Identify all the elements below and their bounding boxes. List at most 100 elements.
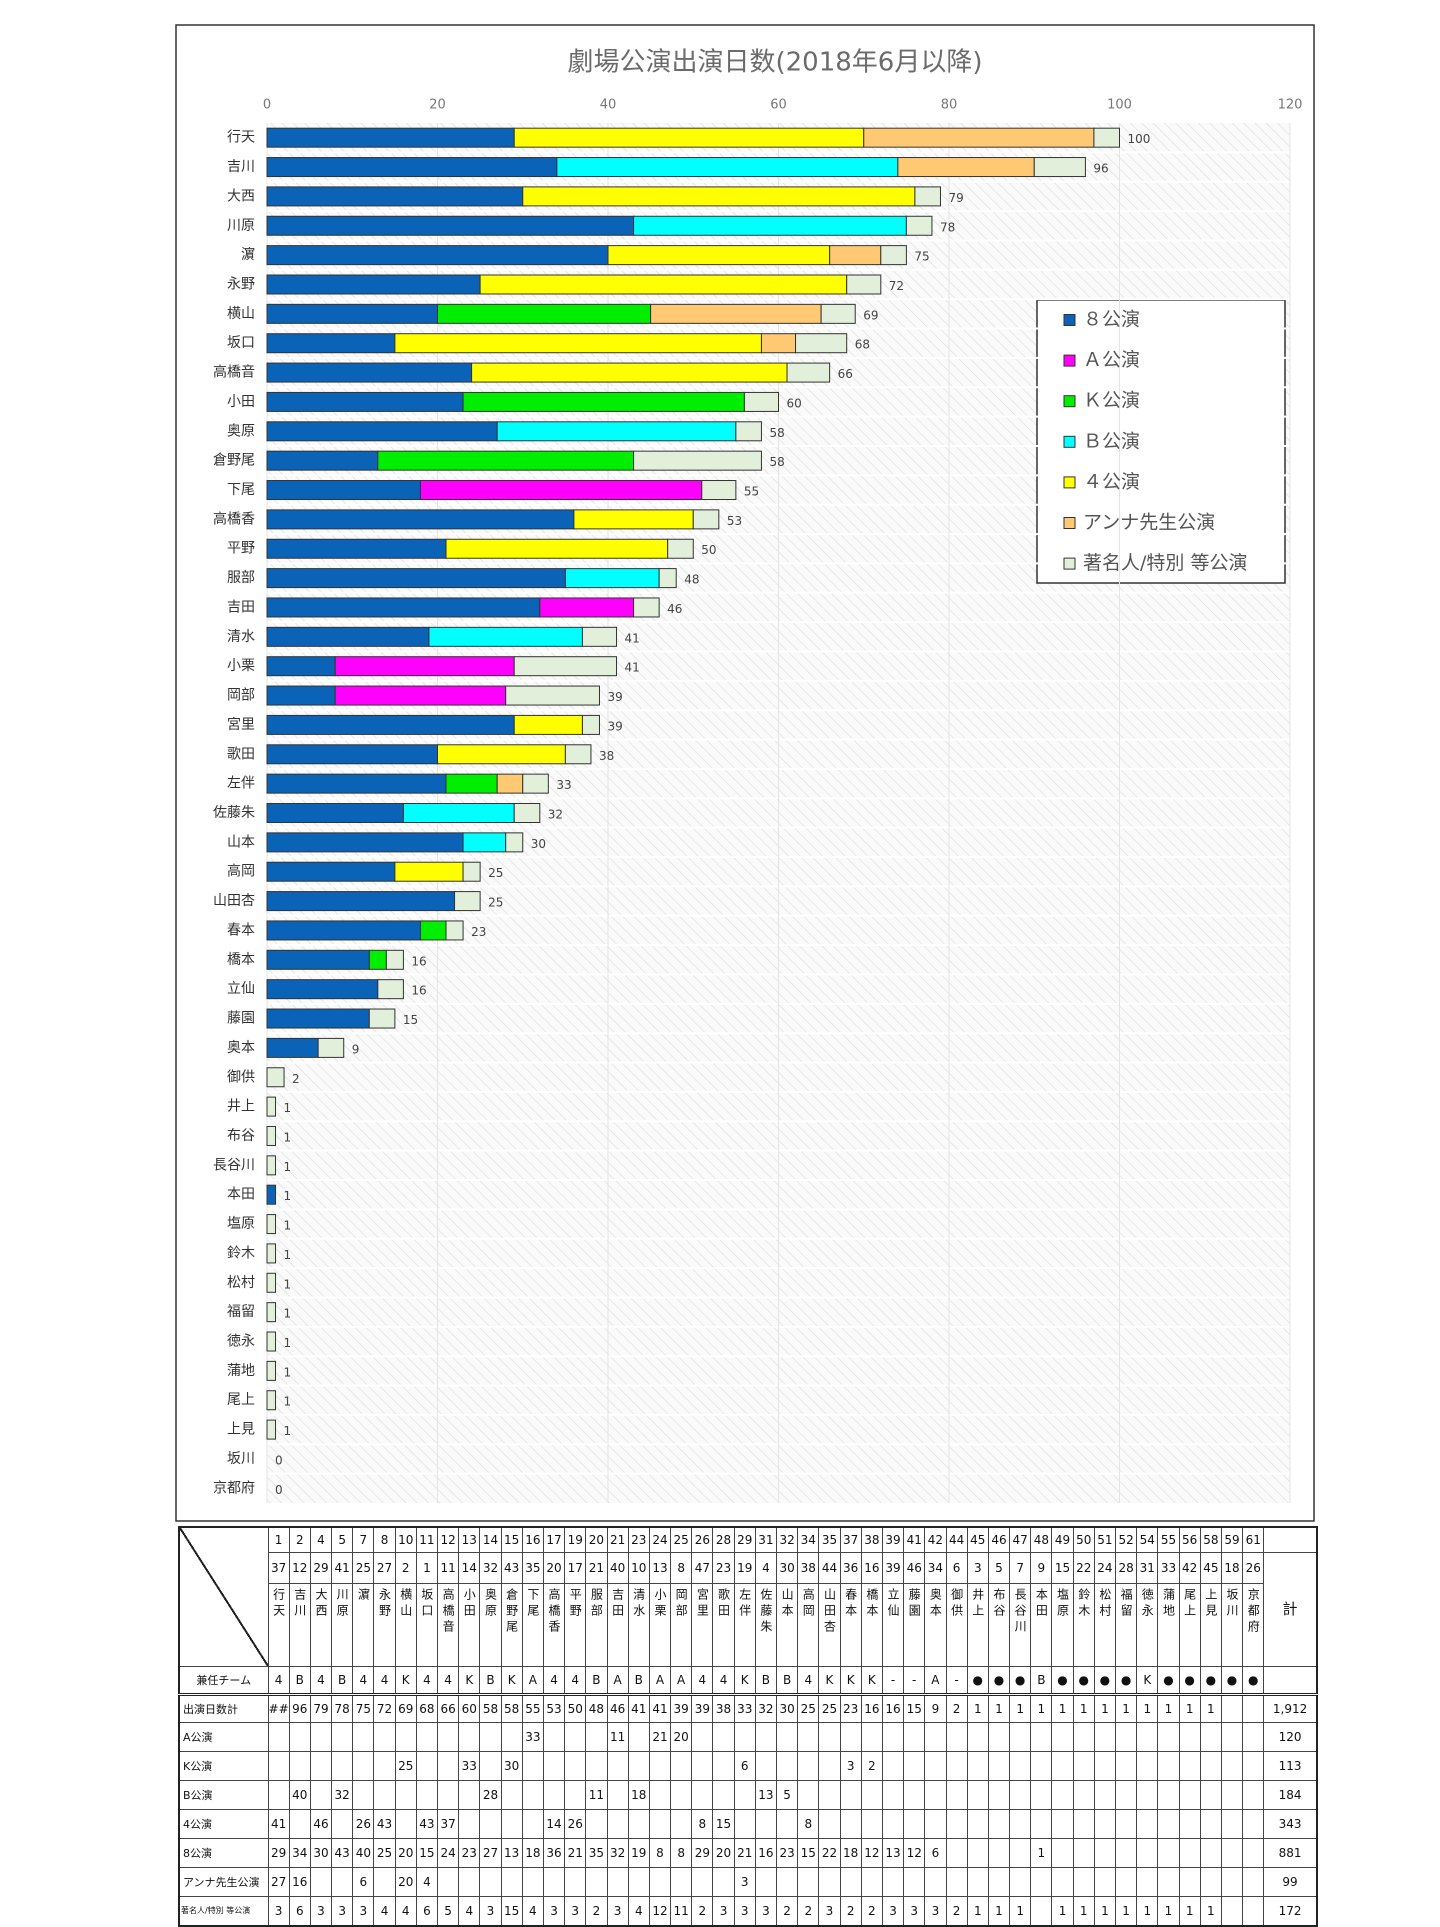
bar-segment [454,891,481,912]
number-cell: 61 [1242,1526,1265,1553]
value-label: 69 [863,308,878,322]
value-cell [1157,1722,1180,1752]
value-cell: 53 [542,1693,566,1723]
value-cell [1136,1838,1159,1868]
bar-segment [513,714,583,735]
number-cell: 19 [733,1552,756,1584]
team-cell: B [754,1666,778,1695]
value-cell [415,1780,439,1810]
bar-segment [266,509,575,530]
legend-label: ８公演 [1083,309,1140,331]
value-cell [945,1809,968,1839]
bar-segment [394,861,464,882]
value-cell: 3 [352,1896,375,1927]
bar-segment [633,215,907,236]
value-cell: 2 [775,1896,799,1927]
number-cell: 24 [1093,1552,1117,1584]
team-cell: ● [1157,1666,1180,1695]
value-cell [458,1722,481,1752]
value-cell [1136,1780,1159,1810]
value-cell [373,1751,396,1781]
value-cell [1178,1867,1201,1897]
value-cell [606,1809,629,1839]
number-cell: 47 [1009,1526,1032,1553]
number-cell: 46 [903,1552,926,1584]
value-cell: 8 [670,1838,693,1868]
bar-segment [539,597,635,618]
y-tick-label: 清水 [227,629,255,645]
team-cell: 4 [352,1666,375,1695]
value-cell [1220,1896,1244,1927]
value-cell [1093,1867,1117,1897]
y-tick-label: 長谷川 [213,1157,255,1173]
legend-label: 著名人/特別 等公演 [1083,552,1247,574]
value-cell [415,1722,439,1752]
number-cell: 2 [394,1552,417,1584]
data-row: 著名人/特別 等公演 3 6 3 3 3 4 4 6 5 4 3 15 4 3 3 2 3 4 12 11 2 3 3 3 2 2 3… [178,1896,1318,1927]
value-cell [585,1722,608,1752]
team-cell: - [945,1666,968,1695]
number-cell: 6 [945,1552,968,1584]
value-cell: 3 [606,1896,629,1927]
bar-segment [266,714,515,735]
bar-segment [266,1390,277,1411]
value-label: 66 [838,367,853,381]
y-tick-label: 濵 [241,247,255,263]
number-cell: 56 [1178,1526,1201,1553]
number-cell: 4 [309,1526,333,1553]
value-label: 46 [667,602,682,616]
value-cell [1009,1809,1032,1839]
value-cell [1072,1722,1095,1752]
value-label: 1 [284,1130,292,1144]
bar-segment [266,597,541,618]
value-cell: 1 [987,1896,1011,1927]
value-cell: 39 [691,1693,714,1723]
name-cell: 布谷 [987,1583,1011,1667]
member-name: 福留 [1119,1588,1134,1620]
y-tick-label: 尾上 [227,1392,255,1408]
value-cell: 6 [733,1751,756,1781]
number-cell: 27 [373,1552,396,1584]
bar-segment [266,949,370,970]
value-label: 68 [855,338,870,352]
team-cell: ● [1242,1666,1265,1695]
bar-segment [633,597,660,618]
value-cell [924,1867,947,1897]
bar-segment [266,1037,319,1058]
value-cell: 12 [648,1896,672,1927]
name-cell: 歌田 [712,1583,735,1667]
value-cell [648,1780,672,1810]
member-name: 鈴木 [1076,1588,1091,1620]
number-cell: 43 [500,1552,523,1584]
team-cell: 4 [373,1666,396,1695]
value-cell [436,1867,460,1897]
number-cell: 11 [415,1526,439,1553]
value-cell [987,1838,1011,1868]
name-cell: 坂口 [415,1583,439,1667]
bar-segment [266,1272,277,1293]
value-cell [1030,1896,1053,1927]
number-cell: 32 [775,1526,799,1553]
value-cell [818,1751,841,1781]
member-name: 高橋音 [441,1588,456,1636]
value-label: 60 [787,396,802,410]
value-cell: 30 [775,1693,799,1723]
value-cell: 1 [966,1896,989,1927]
name-cell: 左伴 [733,1583,756,1667]
member-name: 永野 [377,1588,392,1620]
value-cell [987,1722,1011,1752]
value-cell: 78 [331,1693,354,1723]
value-cell [670,1867,693,1897]
value-cell [288,1809,311,1839]
value-cell [606,1780,629,1810]
team-cell: A [521,1666,544,1695]
number-cell: 29 [309,1552,333,1584]
value-cell [373,1867,396,1897]
bar-segment [266,1214,277,1235]
value-cell: 2 [945,1896,968,1927]
member-name: 歌田 [716,1588,731,1620]
value-cell: 40 [288,1780,311,1810]
name-cell: 徳永 [1136,1583,1159,1667]
y-tick-label: 下尾 [227,482,255,498]
value-cell: 4 [627,1896,650,1927]
